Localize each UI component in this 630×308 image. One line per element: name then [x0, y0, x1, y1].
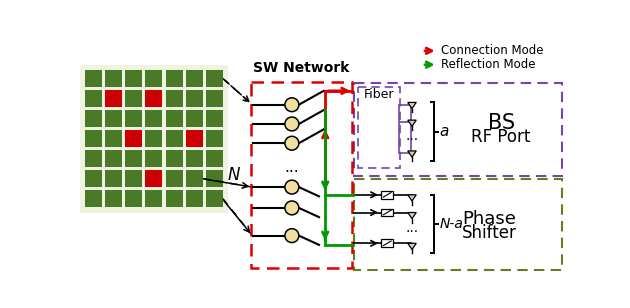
Text: SW Network: SW Network	[253, 62, 350, 75]
Circle shape	[285, 98, 299, 111]
Bar	[146, 130, 163, 147]
Bar	[166, 70, 183, 87]
Bar	[206, 150, 223, 167]
Bar	[105, 150, 122, 167]
Circle shape	[285, 180, 299, 194]
Text: N-a: N-a	[439, 217, 463, 231]
Text: Connection Mode: Connection Mode	[442, 44, 544, 57]
Bar	[206, 70, 223, 87]
Bar	[206, 110, 223, 127]
Circle shape	[285, 136, 299, 150]
Polygon shape	[408, 243, 416, 249]
Bar	[146, 110, 163, 127]
Bar	[166, 110, 183, 127]
Bar	[105, 90, 122, 107]
Bar	[105, 190, 122, 207]
Bar	[105, 70, 122, 87]
Bar	[206, 170, 223, 187]
Bar	[186, 150, 203, 167]
Bar	[105, 130, 122, 147]
Bar	[186, 190, 203, 207]
Bar	[125, 130, 142, 147]
Text: RF Port: RF Port	[471, 128, 531, 146]
Bar	[186, 70, 203, 87]
Bar	[85, 110, 102, 127]
Bar	[146, 170, 163, 187]
Bar	[206, 190, 223, 207]
Text: a: a	[439, 124, 449, 139]
Text: Shifter: Shifter	[462, 224, 517, 241]
Bar	[125, 70, 142, 87]
Bar	[125, 110, 142, 127]
Text: Phase: Phase	[462, 210, 517, 228]
Bar	[146, 90, 163, 107]
Bar	[146, 150, 163, 167]
Bar	[206, 90, 223, 107]
Bar	[146, 190, 163, 207]
Polygon shape	[408, 102, 416, 108]
Text: N: N	[227, 166, 240, 184]
Circle shape	[285, 201, 299, 215]
Text: Fiber: Fiber	[364, 88, 394, 101]
Bar	[85, 150, 102, 167]
Bar	[166, 170, 183, 187]
Bar	[125, 190, 142, 207]
Bar	[85, 170, 102, 187]
Polygon shape	[408, 195, 416, 201]
Bar	[85, 70, 102, 87]
Bar	[206, 130, 223, 147]
Bar	[85, 90, 102, 107]
Bar	[166, 150, 183, 167]
Bar	[381, 191, 393, 199]
Text: ...: ...	[285, 160, 299, 175]
Bar	[166, 190, 183, 207]
Text: BS: BS	[488, 113, 515, 133]
Bar	[125, 90, 142, 107]
Circle shape	[285, 117, 299, 131]
Bar	[166, 90, 183, 107]
Bar	[186, 90, 203, 107]
Bar	[79, 65, 228, 213]
Bar	[166, 130, 183, 147]
Text: ...: ...	[406, 221, 418, 235]
Bar	[381, 209, 393, 217]
Bar	[85, 130, 102, 147]
Bar	[186, 130, 203, 147]
Bar	[85, 190, 102, 207]
Polygon shape	[408, 120, 416, 126]
Bar	[125, 150, 142, 167]
Bar	[186, 170, 203, 187]
Polygon shape	[408, 213, 416, 219]
Text: Reflection Mode: Reflection Mode	[442, 58, 536, 71]
Polygon shape	[408, 151, 416, 157]
Bar	[105, 170, 122, 187]
Bar	[186, 110, 203, 127]
Bar	[105, 110, 122, 127]
Bar	[146, 70, 163, 87]
Bar	[125, 170, 142, 187]
Text: ...: ...	[406, 128, 418, 143]
Bar	[381, 240, 393, 247]
Circle shape	[285, 229, 299, 243]
